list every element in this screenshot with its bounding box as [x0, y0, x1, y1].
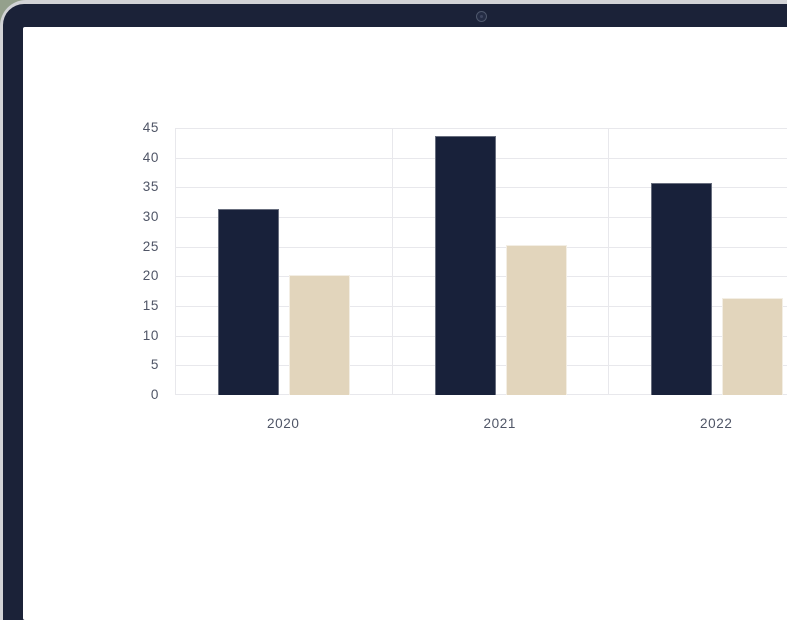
y-tick-label: 40: [142, 149, 159, 165]
bar-2021-dark-navy: [434, 135, 496, 395]
gridline-x-boundary: [391, 128, 393, 395]
y-tick-label: 0: [150, 387, 159, 402]
y-tick-label: 5: [150, 357, 159, 373]
bar-2022-beige: [722, 297, 784, 395]
y-tick-label: 25: [142, 238, 159, 254]
bar-2020-beige: [289, 275, 351, 395]
bar-2022-dark-navy: [651, 182, 713, 395]
y-tick-label: 15: [142, 298, 159, 313]
x-tick-label-2021: 2021: [483, 416, 516, 431]
bar-2021-beige: [505, 244, 567, 395]
bar-chart: 0 5 10 15 20 25 30 35 40 45 2020 2021 2022: [23, 27, 787, 620]
webcam-icon: [476, 11, 487, 22]
y-tick-label: 30: [142, 209, 159, 224]
laptop-bezel: 0 5 10 15 20 25 30 35 40 45 2020 2021 2022: [3, 4, 787, 620]
x-axis-labels: 2020 2021 2022: [175, 416, 787, 436]
gridline-x-boundary: [608, 128, 609, 395]
y-axis-labels: 0 5 10 15 20 25 30 35 40 45: [23, 120, 159, 402]
chart-plot-area: [175, 128, 787, 395]
x-tick-label-2020: 2020: [267, 416, 300, 431]
webcam-lens-dot: [480, 15, 483, 18]
bar-2020-dark-navy: [218, 209, 280, 395]
gridline-y-45: [176, 128, 787, 129]
y-tick-label: 20: [142, 268, 159, 284]
y-tick-label: 35: [142, 179, 159, 195]
y-tick-label: 10: [142, 327, 159, 343]
laptop-screen: 0 5 10 15 20 25 30 35 40 45 2020 2021 2022: [23, 27, 787, 620]
y-tick-label: 45: [142, 120, 159, 135]
x-tick-label-2022: 2022: [700, 416, 733, 431]
